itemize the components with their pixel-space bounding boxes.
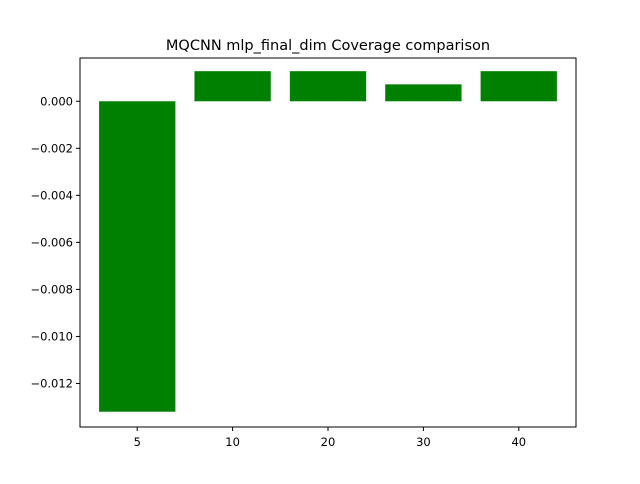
bar-10 — [194, 71, 271, 102]
bar-5 — [99, 101, 176, 412]
y-tick-label: −0.010 — [30, 329, 73, 343]
y-tick-label: 0.000 — [40, 94, 73, 108]
x-tick-label: 30 — [416, 435, 431, 449]
x-tick-label: 20 — [321, 435, 336, 449]
bar-30 — [385, 84, 462, 102]
bar-20 — [289, 71, 367, 102]
x-tick-label: 40 — [511, 435, 526, 449]
y-tick-label: −0.008 — [30, 282, 73, 296]
x-tick-label: 10 — [225, 435, 240, 449]
bars-group — [99, 71, 557, 412]
y-tick-label: −0.002 — [30, 141, 73, 155]
plot-area-frame — [79, 57, 577, 428]
bar-40 — [480, 71, 557, 102]
x-tick-label: 5 — [134, 435, 141, 449]
y-tick-label: −0.004 — [30, 188, 73, 202]
y-tick-label: −0.012 — [30, 376, 73, 390]
y-axis-ticks: 0.000 −0.002 −0.004 −0.006 −0.008 −0.010 −0.01… — [30, 94, 80, 390]
y-tick-label: −0.006 — [30, 235, 73, 249]
chart-title: MQCNN mlp_final_dim Coverage comparison — [166, 38, 490, 54]
x-axis-ticks: 5 10 20 30 40 — [134, 427, 526, 449]
